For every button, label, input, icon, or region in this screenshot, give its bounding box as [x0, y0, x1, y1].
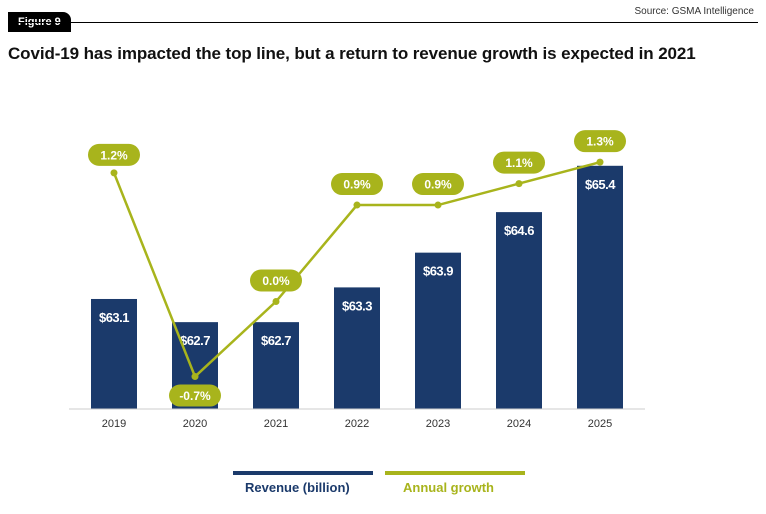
revenue-label-2024: $64.6	[504, 223, 534, 238]
growth-labels-layer: 1.2% -0.7% 0.0% 0.9% 0.9% 1.1% 1.3%	[88, 130, 626, 407]
x-tick-2024: 2024	[507, 418, 531, 430]
growth-pill-2022	[331, 173, 383, 196]
x-tick-2020: 2020	[183, 418, 207, 430]
x-axis: 2019 2020 2021 2022 2023 2024 2025	[69, 408, 645, 430]
growth-point-2020	[191, 373, 199, 381]
growth-label-2019: 1.2%	[100, 148, 128, 162]
revenue-bar-2024	[496, 212, 542, 409]
growth-label-2022: 0.9%	[343, 178, 371, 192]
growth-label-2023: 0.9%	[424, 178, 452, 192]
x-tick-2021: 2021	[264, 418, 288, 430]
growth-pill-2023	[412, 173, 464, 196]
x-tick-2019: 2019	[102, 418, 126, 430]
revenue-label-2023: $63.9	[423, 264, 453, 279]
growth-pill-2020	[169, 384, 221, 407]
top-rule	[8, 22, 758, 23]
growth-point-2024	[515, 180, 523, 188]
legend-growth-label: Annual growth	[403, 480, 494, 495]
growth-line-layer	[110, 158, 604, 381]
growth-pill-2025	[574, 130, 626, 153]
revenue-bar-2019	[91, 298, 137, 409]
revenue-label-2020: $62.7	[180, 333, 210, 348]
growth-point-2025	[596, 158, 604, 166]
revenue-label-2021: $62.7	[261, 333, 291, 348]
growth-point-2019	[110, 169, 118, 177]
chart-title: Covid-19 has impacted the top line, but …	[8, 44, 696, 63]
growth-pill-2019	[88, 143, 140, 166]
legend-revenue-swatch	[233, 471, 373, 475]
growth-point-2021	[272, 298, 280, 306]
revenue-label-2019: $63.1	[99, 310, 129, 325]
growth-label-2024: 1.1%	[505, 156, 533, 170]
growth-point-2023	[434, 201, 442, 209]
growth-pill-2024	[493, 151, 545, 174]
x-tick-2025: 2025	[588, 418, 612, 430]
growth-label-2025: 1.3%	[586, 135, 614, 149]
growth-label-2021: 0.0%	[262, 274, 290, 288]
revenue-label-2025: $65.4	[585, 177, 616, 192]
x-tick-2022: 2022	[345, 418, 369, 430]
revenue-bar-2022	[334, 287, 380, 409]
revenue-bar-2025	[577, 165, 623, 409]
growth-point-2022	[353, 201, 361, 209]
legend-growth-swatch	[385, 471, 525, 475]
revenue-bar-2023	[415, 252, 461, 409]
legend-revenue-label: Revenue (billion)	[245, 480, 350, 495]
source-note: Source: GSMA Intelligence	[634, 6, 754, 17]
revenue-bar-2021	[253, 322, 299, 409]
growth-pill-2021	[250, 269, 302, 292]
chart-canvas: $63.1 $62.7 $62.7 $63.3 $63.9 $64.6 $65.4 1.2%…	[69, 130, 645, 430]
revenue-label-2022: $63.3	[342, 298, 372, 313]
x-tick-2023: 2023	[426, 418, 450, 430]
growth-label-2020: -0.7%	[179, 389, 211, 403]
